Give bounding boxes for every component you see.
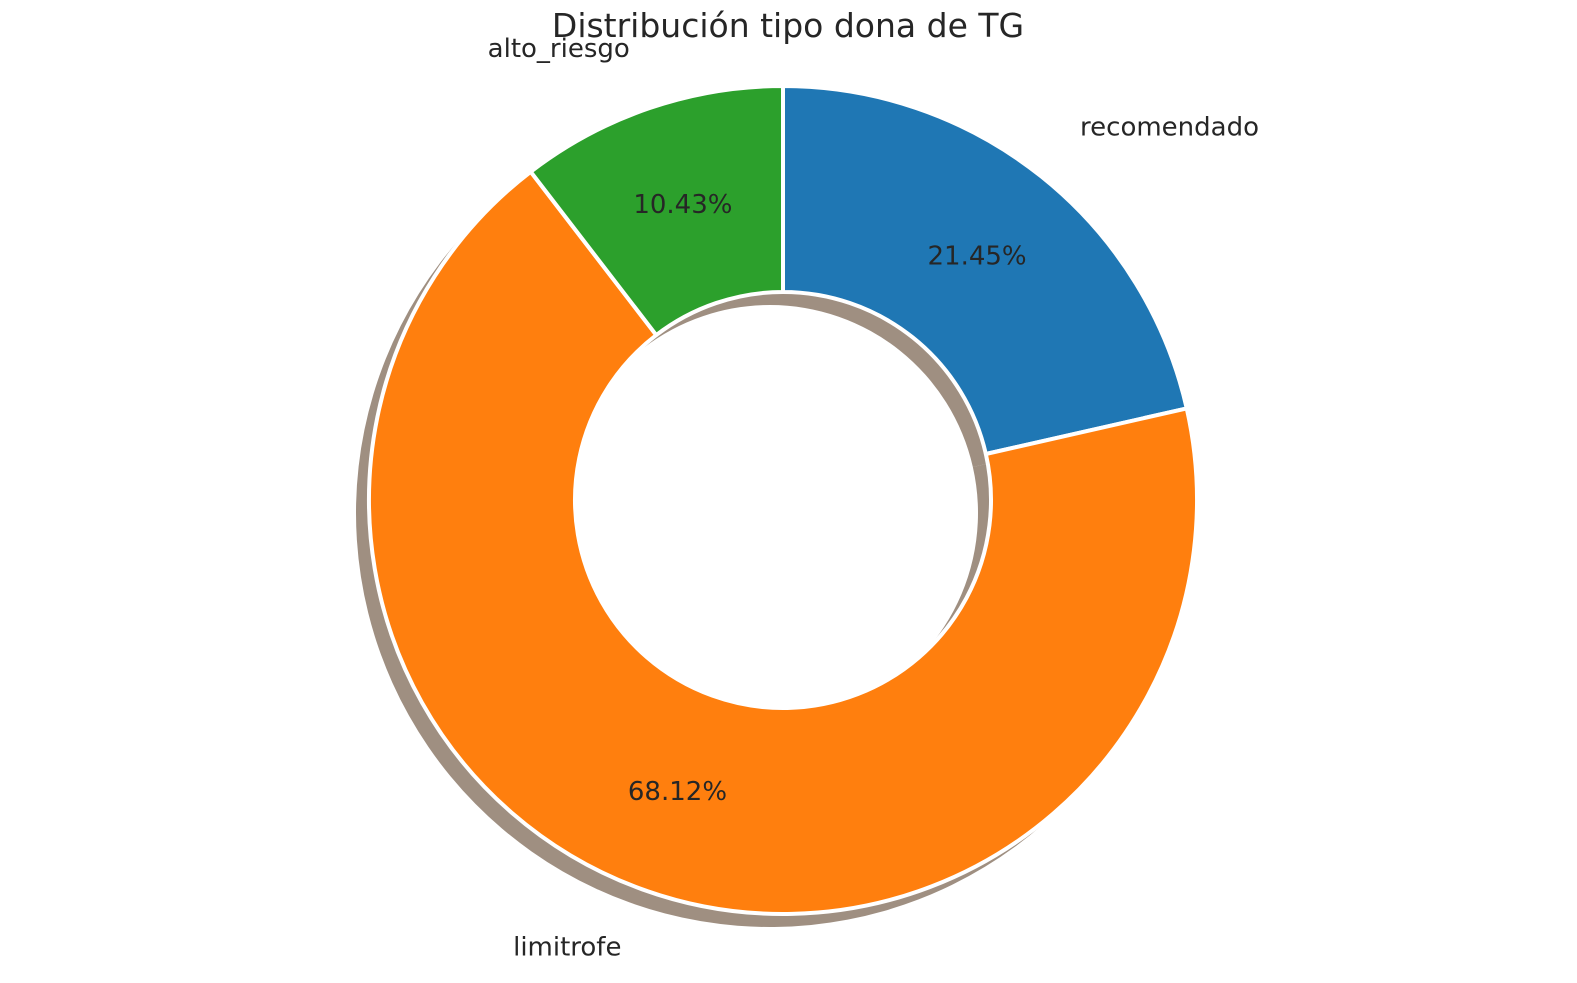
- slice-alto_riesgo: [528, 84, 785, 338]
- slices-layer: [367, 84, 1199, 917]
- pct-label-alto_riesgo: 10.43%: [633, 190, 732, 220]
- slice-recomendado: [781, 84, 1189, 456]
- labels-layer: recomendado 21.45% limitrofe 68.12% alto_rie…: [488, 34, 1259, 962]
- slice-label-limitrofe: limitrofe: [513, 932, 621, 962]
- pct-label-recomendado: 21.45%: [927, 241, 1026, 271]
- chart-title: Distribución tipo dona de TG: [552, 6, 1024, 45]
- slice-label-alto_riesgo: alto_riesgo: [488, 34, 630, 64]
- slice-label-recomendado: recomendado: [1080, 113, 1259, 143]
- slice-limitrofe: [367, 169, 1199, 917]
- pct-label-limitrofe: 68.12%: [628, 777, 727, 807]
